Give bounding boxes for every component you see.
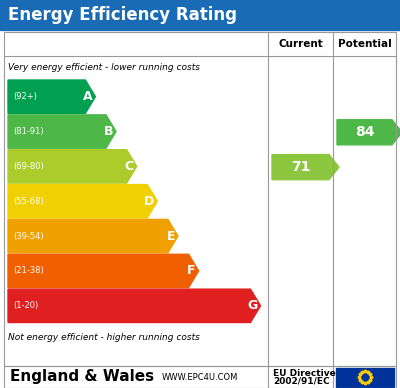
Text: B: B — [104, 125, 113, 138]
Text: Energy Efficiency Rating: Energy Efficiency Rating — [8, 6, 237, 24]
Text: (69-80): (69-80) — [13, 162, 44, 171]
Bar — [0, 0, 400, 30]
Text: WWW.EPC4U.COM: WWW.EPC4U.COM — [162, 374, 238, 383]
Polygon shape — [8, 80, 95, 113]
Polygon shape — [8, 220, 178, 253]
Text: EU Directive: EU Directive — [273, 369, 336, 378]
Text: (81-91): (81-91) — [13, 127, 44, 136]
Text: 2002/91/EC: 2002/91/EC — [273, 376, 330, 386]
Text: 71: 71 — [291, 160, 310, 174]
Bar — [4, 366, 396, 388]
Text: (21-38): (21-38) — [13, 267, 44, 275]
Text: Potential: Potential — [338, 39, 391, 49]
Polygon shape — [337, 120, 400, 145]
Text: C: C — [124, 160, 134, 173]
Polygon shape — [8, 185, 157, 218]
Polygon shape — [272, 154, 339, 180]
Text: D: D — [144, 195, 154, 208]
Text: Very energy efficient - lower running costs: Very energy efficient - lower running co… — [8, 64, 200, 73]
Polygon shape — [8, 115, 116, 148]
Text: F: F — [187, 265, 196, 277]
Polygon shape — [8, 150, 137, 183]
Polygon shape — [8, 289, 260, 322]
Bar — [4, 32, 396, 366]
Text: 84: 84 — [355, 125, 374, 139]
Text: E: E — [166, 230, 175, 242]
Text: Not energy efficient - higher running costs: Not energy efficient - higher running co… — [8, 334, 200, 343]
Bar — [336, 367, 394, 386]
Text: G: G — [247, 299, 258, 312]
Text: Current: Current — [278, 39, 323, 49]
Text: (39-54): (39-54) — [13, 232, 44, 241]
Text: England & Wales: England & Wales — [10, 369, 154, 385]
Text: A: A — [83, 90, 92, 103]
Polygon shape — [8, 254, 198, 288]
Text: (1-20): (1-20) — [13, 301, 38, 310]
Text: (55-68): (55-68) — [13, 197, 44, 206]
Text: (92+): (92+) — [13, 92, 37, 101]
